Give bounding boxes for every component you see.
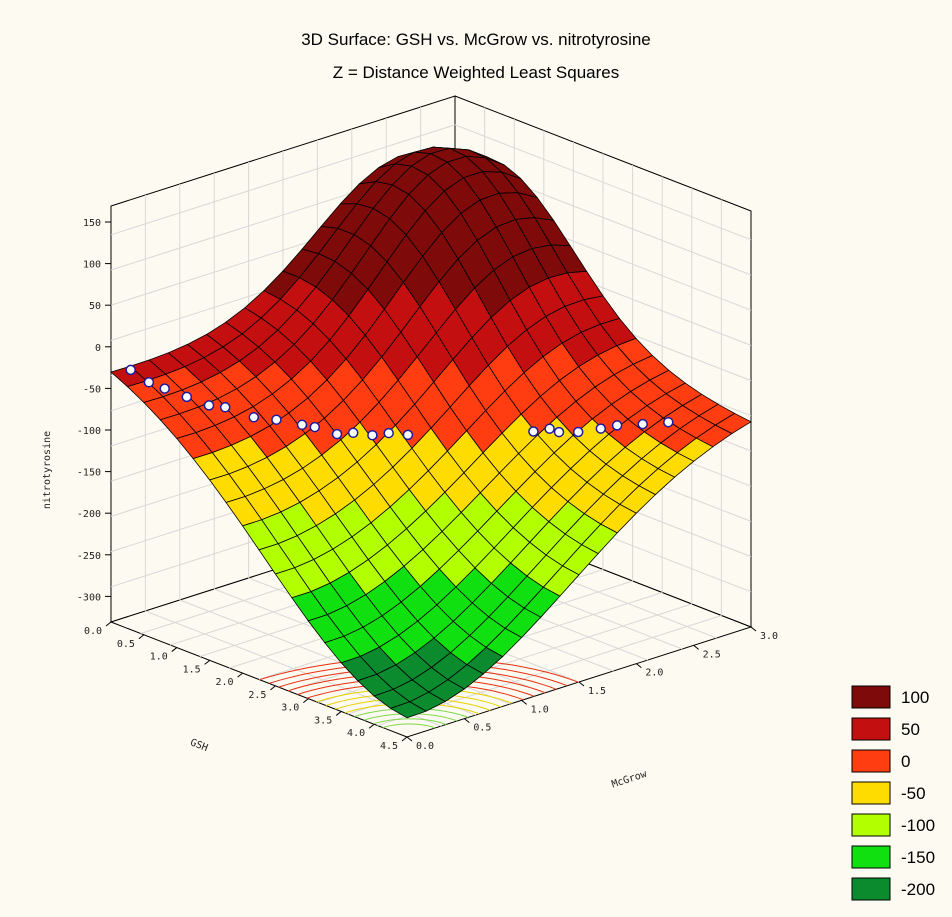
chart-title: 3D Surface: GSH vs. McGrow vs. nitrotyro…: [301, 30, 651, 49]
y-tick-label: 0.0: [84, 626, 102, 637]
z-tick-label: 150: [83, 218, 101, 229]
z-tick-label: -300: [77, 592, 101, 603]
z-axis-label: nitrotyrosine: [42, 431, 53, 509]
data-point: [595, 423, 607, 434]
y-tick-label: 3.5: [314, 715, 332, 726]
x-tick-label: 0.0: [416, 741, 434, 752]
legend-label: 50: [901, 720, 920, 739]
z-tick-label: 50: [89, 301, 101, 312]
y-tick: [138, 634, 145, 640]
data-point: [637, 418, 648, 430]
data-point: [347, 427, 359, 439]
z-tick-label: 100: [83, 260, 101, 271]
data-points: [125, 364, 674, 441]
data-point: [402, 429, 414, 441]
x-tick: [578, 681, 585, 687]
axis-ticks: 150 100 50 0 -50 -100 -150 -200 -250 -300 0.0 0.5 1.…: [42, 218, 778, 790]
y-tick: [237, 672, 243, 678]
x-tick-label: 1.5: [588, 686, 606, 697]
x-axis-label: McGrow: [610, 769, 649, 791]
y-tick-label: 2.5: [248, 690, 266, 701]
surface-cell: [389, 701, 428, 719]
y-tick-label: 0.5: [117, 639, 135, 650]
y-tick: [303, 698, 309, 704]
legend-label: -100: [901, 816, 935, 835]
data-point: [572, 426, 584, 438]
x-tick-label: 2.5: [703, 649, 721, 660]
y-tick: [270, 685, 276, 691]
y-tick-label: 4.5: [380, 741, 398, 752]
y-tick: [368, 723, 375, 729]
x-tick: [521, 699, 527, 705]
x-tick: [406, 736, 413, 742]
data-point: [367, 429, 378, 441]
gridline: [454, 124, 752, 241]
data-point: [331, 428, 343, 440]
y-tick-label: 1.0: [150, 652, 168, 663]
x-tick-label: 1.0: [531, 704, 549, 715]
data-point: [528, 426, 539, 437]
x-tick-label: 0.5: [473, 723, 491, 734]
y-tick-label: 4.0: [347, 728, 365, 739]
legend-label: 0: [901, 752, 910, 771]
data-point: [553, 426, 565, 438]
x-tick: [750, 626, 757, 632]
x-tick: [693, 644, 699, 650]
x-tick: [636, 663, 642, 669]
legend-swatch: [851, 749, 891, 773]
chart-subtitle: Z = Distance Weighted Least Squares: [332, 63, 620, 82]
y-tick: [105, 621, 112, 627]
data-point: [271, 414, 282, 425]
data-point: [663, 416, 674, 428]
legend-label: -50: [901, 784, 926, 803]
gridline: [110, 124, 456, 236]
legend-swatch: [851, 717, 891, 741]
z-tick-label: -150: [77, 468, 101, 479]
data-point: [159, 383, 170, 394]
y-tick-label: 2.0: [215, 677, 233, 688]
legend-label: -150: [901, 848, 935, 867]
legend-label: -200: [901, 880, 935, 899]
legend-label: 100: [901, 688, 929, 707]
data-point: [125, 364, 136, 376]
contour-line: [373, 718, 447, 725]
z-tick-label: -100: [77, 426, 101, 437]
data-point: [203, 400, 215, 411]
x-tick-label: 3.0: [760, 631, 778, 642]
contour-line: [382, 723, 436, 729]
z-tick-label: -200: [77, 509, 101, 520]
y-tick-label: 1.5: [183, 664, 201, 675]
x-tick-label: 2.0: [645, 668, 663, 679]
legend-swatch: [851, 781, 891, 805]
legend-swatch: [851, 845, 891, 869]
y-tick: [171, 647, 178, 652]
legend-swatch: [851, 685, 891, 709]
data-point: [219, 402, 231, 413]
data-point: [181, 391, 193, 403]
legend-swatch: [851, 877, 891, 901]
z-tick-label: -250: [77, 551, 101, 562]
data-point: [383, 427, 394, 439]
z-tick-label: 0: [95, 343, 101, 354]
z-tick-label: -50: [83, 384, 101, 395]
y-tick-label: 3.0: [281, 703, 299, 714]
data-point: [544, 423, 555, 434]
legend-swatch: [851, 813, 891, 837]
y-tick: [204, 659, 210, 665]
y-tick: [335, 711, 342, 716]
x-tick: [464, 718, 470, 724]
legend: 100 50 0 -50 -100 -150 -200: [851, 685, 935, 901]
data-point: [296, 419, 308, 431]
y-tick: [401, 736, 408, 742]
data-point: [248, 412, 260, 423]
data-point: [309, 421, 321, 433]
data-point: [611, 420, 623, 431]
data-point: [143, 377, 155, 388]
y-axis-label: GSH: [188, 737, 209, 754]
